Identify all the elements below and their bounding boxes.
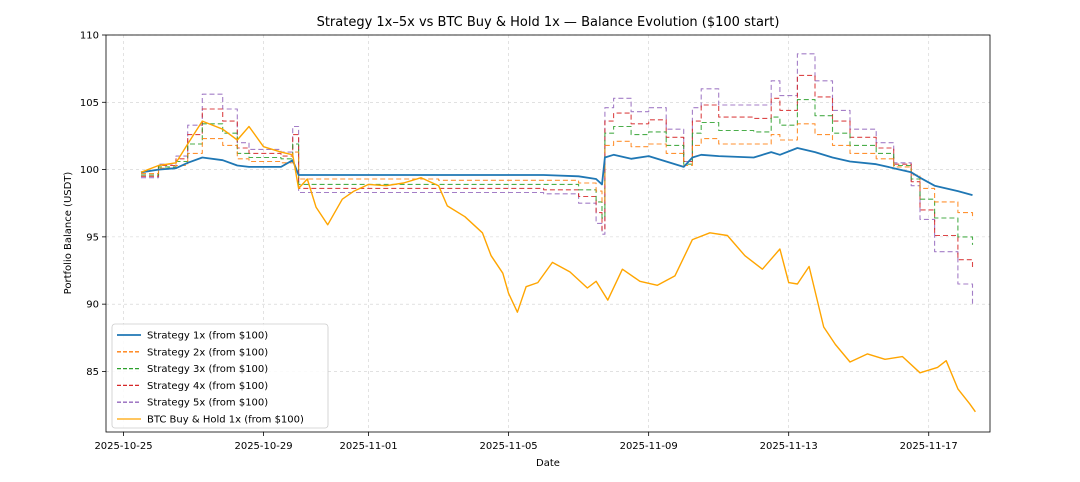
x-tick-label: 2025-11-01 — [340, 441, 398, 452]
y-tick-label: 90 — [86, 300, 99, 311]
grid — [106, 34, 990, 432]
y-tick-label: 95 — [86, 232, 99, 243]
series-line-strategy-1x — [140, 147, 973, 196]
x-tick-label: 2025-11-05 — [480, 441, 538, 452]
series-line-strategy-2x — [141, 123, 974, 220]
series-line-btc-buy-hold — [140, 120, 976, 413]
legend-label: Strategy 3x (from $100) — [147, 364, 268, 375]
y-tick-label: 105 — [80, 98, 99, 109]
x-axis: 2025-10-25 2025-10-29 2025-11-01 2025-11-05… — [94, 432, 958, 452]
x-tick-label: 2025-11-13 — [760, 441, 818, 452]
y-tick-label: 100 — [80, 165, 99, 176]
plot-frame — [105, 34, 991, 433]
x-tick-label: 2025-11-17 — [900, 441, 958, 452]
series-line-strategy-4x — [141, 74, 974, 270]
chart-title: Strategy 1x–5x vs BTC Buy & Hold 1x — Ba… — [317, 15, 780, 30]
legend-label: Strategy 5x (from $100) — [147, 398, 268, 409]
series-line-strategy-5x — [141, 53, 974, 305]
y-tick-label: 110 — [80, 31, 99, 42]
legend: Strategy 1x (from $100) Strategy 2x (from… — [111, 323, 329, 429]
series-line-strategy-3x — [141, 99, 974, 245]
series-layer — [140, 53, 976, 413]
x-axis-label: Date — [536, 458, 560, 469]
legend-label: Strategy 2x (from $100) — [147, 347, 268, 358]
x-tick-label: 2025-11-09 — [620, 441, 678, 452]
y-axis: 85 90 95 100 105 110 — [80, 31, 106, 378]
x-tick-label: 2025-10-25 — [94, 441, 152, 452]
legend-label: BTC Buy & Hold 1x (from $100) — [147, 415, 304, 426]
y-axis-label: Portfolio Balance (USDT) — [63, 172, 74, 295]
y-tick-label: 85 — [86, 367, 99, 378]
legend-label: Strategy 4x (from $100) — [147, 381, 268, 392]
legend-box — [111, 323, 329, 429]
x-tick-label: 2025-10-29 — [234, 441, 292, 452]
legend-label: Strategy 1x (from $100) — [147, 331, 268, 342]
